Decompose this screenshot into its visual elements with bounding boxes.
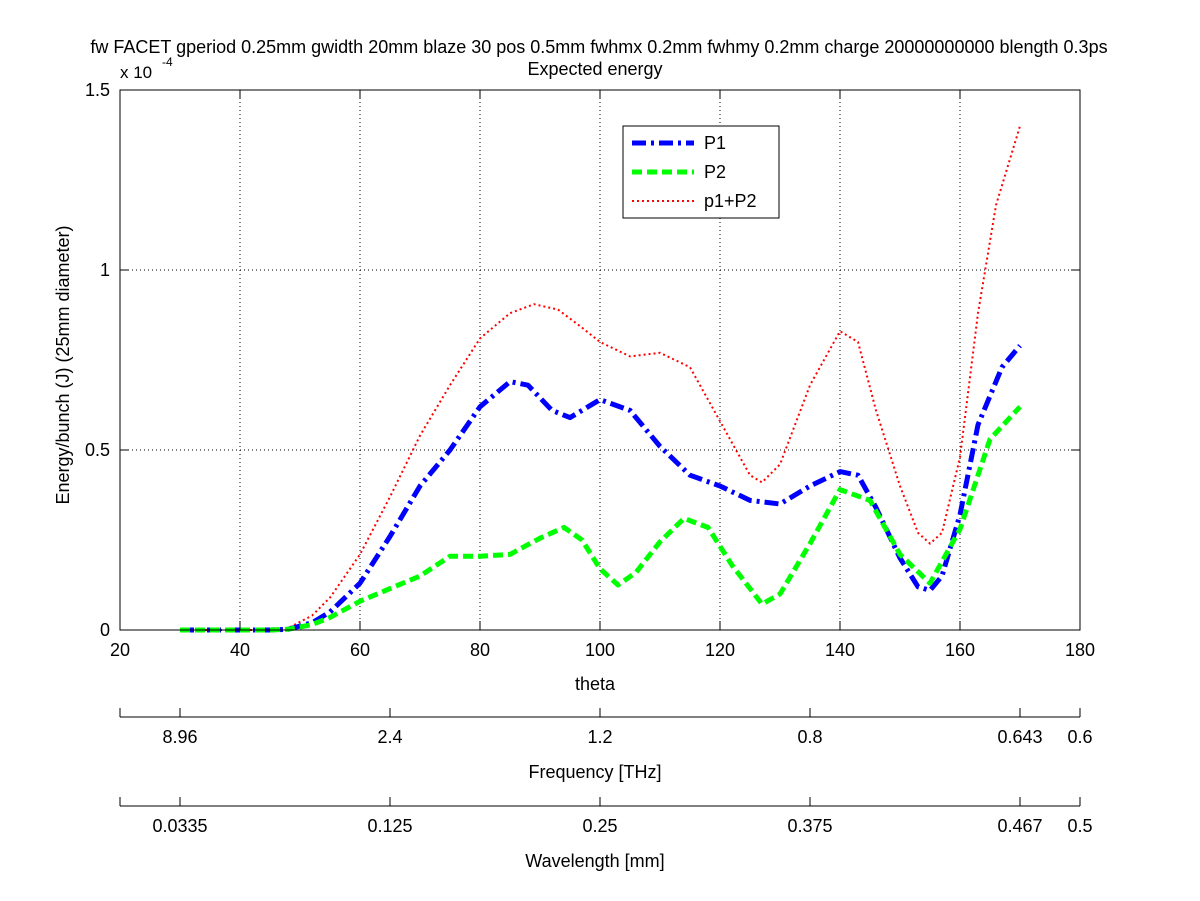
frequency-tick-label: 1.2 bbox=[587, 727, 612, 747]
chart-title: fw FACET gperiod 0.25mm gwidth 20mm blaz… bbox=[90, 37, 1107, 57]
legend-items: P1 P2 p1+P2 bbox=[632, 133, 757, 211]
x-tick-label: 40 bbox=[230, 640, 250, 660]
series-line-p2 bbox=[180, 405, 1022, 633]
x-tick-label: 80 bbox=[470, 640, 490, 660]
wavelength-tick-label: 0.25 bbox=[582, 816, 617, 836]
series-line-p1 bbox=[180, 343, 1022, 633]
y-tick-label: 1.5 bbox=[85, 80, 110, 100]
grid-lines bbox=[120, 90, 1080, 630]
frequency-tick-label: 0.643 bbox=[997, 727, 1042, 747]
x-axis: 20 40 60 80 100 120 140 160 180 bbox=[110, 90, 1095, 660]
chart-subtitle: Expected energy bbox=[527, 59, 662, 79]
y-tick-label: 0.5 bbox=[85, 440, 110, 460]
x-tick-label: 120 bbox=[705, 640, 735, 660]
x-tick-label: 20 bbox=[110, 640, 130, 660]
legend-label: P1 bbox=[704, 133, 726, 153]
x-tick-label: 100 bbox=[585, 640, 615, 660]
wavelength-tick-label: 0.375 bbox=[787, 816, 832, 836]
x-tick-label: 140 bbox=[825, 640, 855, 660]
frequency-tick-label: 8.96 bbox=[162, 727, 197, 747]
legend: P1 P2 p1+P2 bbox=[622, 125, 780, 219]
wavelength-axis: 0.0335 0.125 0.25 0.375 0.467 0.5 bbox=[119, 797, 1093, 836]
wavelength-tick-label: 0.467 bbox=[997, 816, 1042, 836]
legend-label: p1+P2 bbox=[704, 191, 757, 211]
frequency-tick-label: 2.4 bbox=[377, 727, 402, 747]
x-tick-label: 180 bbox=[1065, 640, 1095, 660]
wavelength-axis-label: Wavelength [mm] bbox=[525, 851, 664, 871]
frequency-axis: 8.96 2.4 1.2 0.8 0.643 0.6 bbox=[119, 708, 1093, 747]
x-tick-label: 160 bbox=[945, 640, 975, 660]
wavelength-tick-label: 0.125 bbox=[367, 816, 412, 836]
y-exponent: x 10 -4 bbox=[120, 55, 173, 82]
y-exponent-power: -4 bbox=[162, 55, 173, 69]
y-tick-label: 1 bbox=[100, 260, 110, 280]
y-exponent-base: x 10 bbox=[120, 63, 152, 82]
x-axis-label: theta bbox=[575, 674, 616, 694]
wavelength-tick-label: 0.5 bbox=[1067, 816, 1092, 836]
legend-label: P2 bbox=[704, 162, 726, 182]
plot-area bbox=[180, 125, 1022, 633]
y-tick-label: 0 bbox=[100, 620, 110, 640]
wavelength-tick-label: 0.0335 bbox=[152, 816, 207, 836]
y-axis: 0 0.5 1 1.5 bbox=[85, 80, 1080, 640]
y-axis-label: Energy/bunch (J) (25mm diameter) bbox=[53, 225, 73, 504]
frequency-tick-label: 0.8 bbox=[797, 727, 822, 747]
series-line-p1-p2 bbox=[180, 125, 1021, 631]
x-tick-label: 60 bbox=[350, 640, 370, 660]
frequency-axis-label: Frequency [THz] bbox=[528, 762, 661, 782]
frequency-tick-label: 0.6 bbox=[1067, 727, 1092, 747]
